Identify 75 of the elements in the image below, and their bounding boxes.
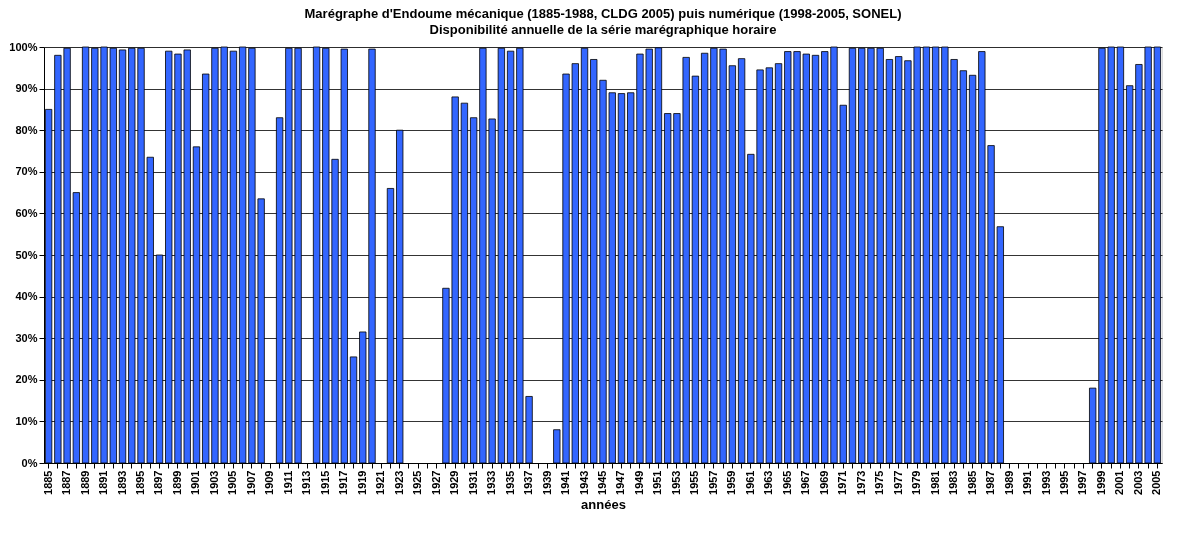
y-tick-label: 30% — [15, 331, 38, 344]
x-tick-label: 1951 — [651, 470, 664, 495]
x-tick-label: 1913 — [300, 470, 313, 495]
x-tick-label: 1993 — [1039, 470, 1052, 495]
x-tick-label: 2001 — [1113, 470, 1126, 495]
x-tick-label: 1905 — [226, 470, 239, 495]
x-tick-label: 1941 — [559, 470, 572, 495]
x-tick-label: 1885 — [41, 470, 54, 495]
x-tick-label: 1933 — [485, 470, 498, 495]
x-tick-label: 1987 — [984, 470, 997, 495]
x-tick-label: 2003 — [1131, 470, 1144, 495]
x-tick-label: 1991 — [1021, 470, 1034, 495]
x-tick-label: 1943 — [577, 470, 590, 495]
x-tick-label: 1895 — [134, 470, 147, 495]
x-tick-label: 1995 — [1057, 470, 1070, 495]
y-tick-label: 90% — [15, 82, 38, 95]
x-tick-label: 1963 — [762, 470, 775, 495]
x-tick-label: 1897 — [152, 470, 165, 495]
x-tick-label: 1959 — [725, 470, 738, 495]
y-tick-label: 10% — [15, 414, 38, 427]
x-tick-label: 1969 — [817, 470, 830, 495]
x-tick-label: 1953 — [669, 470, 682, 495]
x-tick-label: 1887 — [60, 470, 73, 495]
x-tick-label: 1997 — [1076, 470, 1089, 495]
y-tick-label: 50% — [15, 248, 38, 261]
x-tick-label: 1939 — [540, 470, 553, 495]
x-tick-label: 1957 — [706, 470, 719, 495]
x-tick-label: 1955 — [688, 470, 701, 495]
x-tick-label: 1985 — [965, 470, 978, 495]
x-tick-label: 1903 — [207, 470, 220, 495]
x-tick-label: 1893 — [115, 470, 128, 495]
x-tick-label: 1921 — [374, 470, 387, 495]
x-tick-label: 1911 — [281, 470, 294, 495]
x-tick-label: 1919 — [355, 470, 368, 495]
y-tick-label: 60% — [15, 206, 38, 219]
x-tick-label: 1931 — [466, 470, 479, 495]
x-tick-label: 1989 — [1002, 470, 1015, 495]
x-tick-label: 1999 — [1094, 470, 1107, 495]
x-tick-label: 1945 — [596, 470, 608, 495]
chart-title: Marégraphe d'Endoume mécanique (1885-1988, CLDG 2005) puis numérique (1998-2005, SONEL) — [304, 6, 902, 21]
y-tick-label: 80% — [15, 123, 38, 136]
chart-subtitle: Disponibilité annuelle de la série marégraphique horaire — [429, 22, 777, 37]
x-tick-label: 1967 — [799, 470, 812, 495]
x-tick-label: 2005 — [1150, 470, 1163, 495]
x-tick-label: 1925 — [411, 470, 424, 495]
x-tick-label: 1915 — [318, 470, 331, 495]
y-tick-label: 100% — [9, 40, 38, 53]
x-tick-label: 1965 — [780, 470, 793, 495]
x-tick-label: 1973 — [854, 470, 867, 495]
x-tick-label: 1937 — [522, 470, 535, 495]
x-tick-label: 1977 — [891, 470, 904, 495]
x-tick-label: 1947 — [614, 470, 627, 495]
x-tick-label: 1909 — [263, 470, 276, 495]
x-tick-label: 1975 — [873, 470, 886, 495]
x-tick-label: 1949 — [632, 470, 645, 495]
x-tick-label: 1961 — [743, 470, 756, 495]
x-tick-label: 1971 — [836, 470, 849, 495]
x-tick-label: 1891 — [97, 470, 110, 495]
y-tick-label: 0% — [21, 456, 38, 469]
x-tick-label: 1927 — [429, 470, 442, 495]
x-tick-label: 1889 — [78, 470, 91, 495]
x-tick-label: 1929 — [448, 470, 461, 495]
x-tick-label: 1901 — [189, 470, 202, 495]
x-tick-label: 1983 — [947, 470, 960, 495]
y-tick-label: 70% — [15, 165, 38, 178]
x-tick-label: 1979 — [910, 470, 923, 495]
x-tick-label: 1907 — [244, 470, 257, 495]
x-axis-title: années — [581, 496, 626, 512]
x-tick-label: 1899 — [170, 470, 183, 495]
x-tick-label: 1923 — [392, 470, 405, 495]
x-tick-label: 1917 — [337, 470, 350, 495]
x-tick-label: 1981 — [928, 470, 941, 495]
x-tick-label: 1935 — [503, 470, 516, 495]
y-tick-label: 20% — [15, 373, 38, 386]
y-tick-label: 40% — [15, 290, 38, 303]
